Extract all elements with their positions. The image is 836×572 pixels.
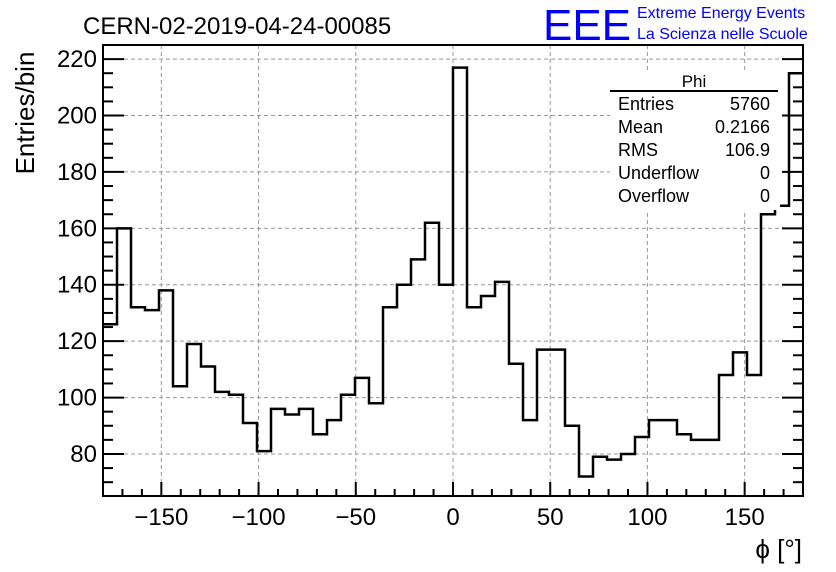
tick-labels: −150 −100 −50 0 50 100 150 80 100 120 140 160 180 200…: [57, 46, 765, 531]
histogram-bin: [663, 420, 677, 496]
histogram-bin: [355, 378, 369, 496]
x-tick-label: −50: [335, 504, 376, 531]
logo-line-2: La Scienza nelle Scuole: [637, 26, 808, 43]
stats-value: 106.9: [725, 140, 770, 160]
histogram-bin: [271, 409, 285, 496]
histogram-bin: [677, 434, 691, 496]
stats-label: Entries: [618, 94, 674, 114]
histogram-bin: [187, 344, 201, 496]
histogram-bin: [509, 364, 523, 496]
histogram-bin: [761, 214, 775, 496]
y-tick-label: 200: [57, 103, 97, 130]
stats-label: Mean: [618, 117, 663, 137]
histogram-bin: [621, 454, 635, 496]
y-tick-label: 140: [57, 272, 97, 299]
stats-value: 0: [760, 186, 770, 206]
eee-logo: EEE: [543, 1, 631, 50]
plot-frame: [102, 44, 804, 497]
histogram-bin: [495, 282, 509, 496]
histogram-bin: [565, 426, 579, 496]
histogram-bin: [257, 451, 271, 496]
histogram-bin: [201, 367, 215, 496]
histogram-bin: [551, 350, 565, 496]
histogram-bin: [285, 414, 299, 496]
histogram-bin: [467, 307, 481, 496]
histogram-bin: [775, 206, 789, 496]
histogram-bin: [117, 228, 131, 496]
histogram-bin: [523, 420, 537, 496]
histogram-bin: [481, 296, 495, 496]
stats-label: Underflow: [618, 163, 700, 183]
histogram-bin: [327, 420, 341, 496]
x-tick-label: 100: [627, 504, 667, 531]
histogram-bin: [229, 395, 243, 496]
x-tick-label: −150: [134, 504, 188, 531]
histogram-bin: [733, 352, 747, 496]
histogram-bin: [537, 350, 551, 496]
histogram-bin: [579, 477, 593, 496]
histogram-bin: [145, 310, 159, 496]
histogram-bin: [397, 285, 411, 496]
histogram-bins: [103, 66, 803, 496]
histogram-bin: [103, 324, 117, 496]
histogram-bin: [719, 375, 733, 496]
histogram-bin: [411, 259, 425, 496]
histogram-bin: [607, 460, 621, 496]
histogram-bin: [747, 375, 761, 496]
histogram-bin: [691, 440, 705, 496]
y-tick-label: 100: [57, 385, 97, 412]
stats-value: 0: [760, 163, 770, 183]
y-axis-label: Entries/bin: [10, 52, 40, 175]
x-tick-label: 150: [725, 504, 765, 531]
x-tick-label: 0: [446, 504, 459, 531]
axis-ticks: [103, 44, 803, 496]
y-tick-label: 80: [70, 441, 97, 468]
histogram-bin: [131, 307, 145, 496]
y-tick-label: 220: [57, 46, 97, 73]
y-tick-label: 120: [57, 328, 97, 355]
y-tick-label: 160: [57, 215, 97, 242]
x-tick-label: −100: [232, 504, 286, 531]
x-tick-label: 50: [537, 504, 564, 531]
run-title: CERN-02-2019-04-24-00085: [83, 13, 391, 40]
histogram-bin: [159, 290, 173, 496]
histogram-bin: [299, 409, 313, 496]
y-tick-label: 180: [57, 159, 97, 186]
histogram-bin: [649, 420, 663, 496]
histogram-bin: [173, 386, 187, 496]
histogram-bin: [593, 457, 607, 496]
stats-value: 0.2166: [715, 117, 770, 137]
stats-title: Phi: [682, 72, 707, 91]
stats-box-background: [610, 70, 780, 210]
stats-value: 5760: [730, 94, 770, 114]
histogram-bin: [425, 223, 439, 496]
histogram-bin: [705, 440, 719, 496]
histogram-bin: [369, 403, 383, 496]
logo-line-1: Extreme Energy Events: [637, 5, 805, 22]
histogram-outline: [103, 66, 803, 478]
stats-label: Overflow: [618, 186, 690, 206]
histogram-bin: [789, 73, 803, 496]
histogram-bin: [453, 68, 467, 496]
histogram-bin: [215, 392, 229, 496]
histogram-bin: [243, 423, 257, 496]
histogram-bin: [341, 395, 355, 496]
histogram-bin: [383, 307, 397, 496]
histogram-bin: [313, 434, 327, 496]
x-axis-label: ϕ [°]: [755, 534, 802, 564]
histogram-bin: [439, 285, 453, 496]
histogram-bin: [635, 437, 649, 496]
stats-label: RMS: [618, 140, 658, 160]
stats-box: Phi Entries 5760 Mean 0.2166 RMS 106.9 Underfl…: [610, 70, 780, 210]
